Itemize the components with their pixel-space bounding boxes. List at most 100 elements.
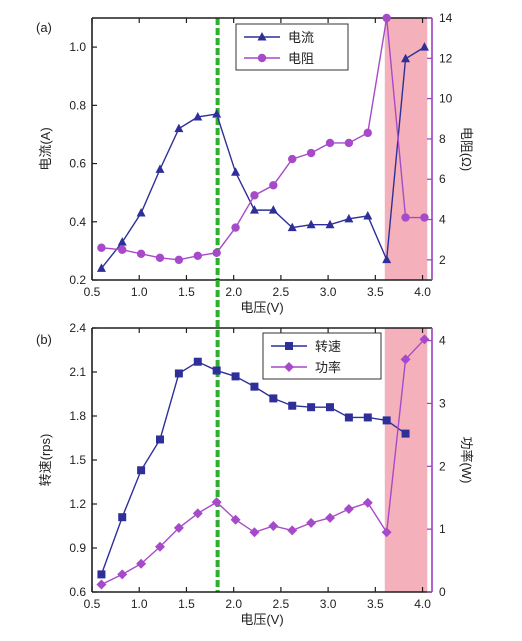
panel-b-legend-marker bbox=[284, 362, 294, 372]
panel-a-y-right-tick-label: 4 bbox=[439, 213, 446, 227]
panel-b-x-tick-label: 1.5 bbox=[178, 597, 195, 611]
panel-b-y-right-tick-label: 3 bbox=[439, 396, 446, 410]
panel-a-series-primary-point bbox=[117, 237, 127, 246]
panel-a-legend-box bbox=[235, 23, 349, 71]
panel-a-series-primary-point bbox=[306, 219, 316, 229]
panel-b-series-secondary-line bbox=[101, 338, 425, 586]
panel-a-x-tick-label: 0.5 bbox=[84, 285, 101, 299]
panel-a-y-right-tick-label: 8 bbox=[439, 132, 446, 146]
panel-a-series-primary-point bbox=[287, 222, 297, 232]
panel-b-label: (b) bbox=[36, 332, 52, 347]
panel-a-x-tick-label: 1.0 bbox=[131, 285, 148, 299]
panel-a-series-primary-point bbox=[136, 208, 146, 217]
panel-a-series-secondary-point bbox=[155, 253, 165, 263]
panel-b-highlight-region bbox=[384, 328, 428, 592]
panel-b-series-primary-point bbox=[212, 366, 221, 375]
panel-b-series-primary-point bbox=[269, 394, 278, 403]
panel-b-series-primary-point bbox=[288, 401, 297, 410]
panel-b-series-secondary-point bbox=[136, 558, 147, 569]
panel-b-x-tick-label: 0.5 bbox=[84, 597, 101, 611]
panel-a-legend-marker bbox=[257, 32, 267, 41]
panel-a-series-secondary-point bbox=[193, 251, 202, 261]
panel-b-x-tick-label: 4.0 bbox=[414, 597, 431, 611]
panel-b-series-primary-point bbox=[250, 382, 259, 391]
panel-b-series-secondary-point bbox=[381, 527, 392, 538]
panel-a-series-secondary-point bbox=[382, 13, 391, 23]
panel-b-series-secondary-point bbox=[419, 334, 430, 345]
panel-b-series-primary-point bbox=[231, 372, 240, 381]
panel-b-y-left-tick-label: 1.8 bbox=[69, 409, 86, 423]
panel-b-series-primary-point bbox=[401, 429, 410, 438]
panel-b-y-left-tick-label: 1.5 bbox=[69, 453, 86, 467]
panel-b-series-primary-point bbox=[326, 403, 334, 412]
panel-b-series-primary-point bbox=[307, 403, 316, 412]
panel-a-y-left-tick-label: 1.0 bbox=[69, 40, 86, 54]
panel-a-series-primary-point bbox=[325, 219, 335, 229]
panel-a-y-right-tick-label: 12 bbox=[439, 51, 453, 65]
panel-b-series-secondary-point bbox=[362, 497, 373, 508]
panel-b-y-right-tick-label: 1 bbox=[439, 522, 446, 536]
panel-b-y-left-tick-label: 0.9 bbox=[69, 541, 86, 555]
panel-b-x-axis-label: 电压(V) bbox=[240, 612, 283, 627]
panel-a-series-primary-point bbox=[363, 210, 373, 220]
panel-a-series-secondary-point bbox=[174, 255, 184, 265]
panel-b-x-tick-label: 3.0 bbox=[320, 597, 337, 611]
panel-a-series-secondary-point bbox=[136, 249, 146, 258]
panel-b-chart: 0.5 1.0 1.5 2.0 2.5 3.0 3.5 4.0 电压(V) 0.6 0.9 1.2 1.… bbox=[36, 280, 474, 627]
panel-a-series-secondary-point bbox=[344, 138, 354, 148]
panel-a-series-primary-point bbox=[419, 42, 429, 51]
panel-a-series-primary-point bbox=[401, 53, 411, 63]
panel-b-series-secondary-point bbox=[96, 579, 107, 590]
panel-b-series-secondary-point bbox=[173, 522, 184, 533]
panel-b-y-left-tick-label: 0.6 bbox=[69, 585, 86, 599]
panel-a-series-primary-point bbox=[344, 213, 354, 223]
panel-a-series-secondary-point bbox=[401, 213, 410, 222]
panel-b-series-primary-point bbox=[193, 357, 202, 366]
panel-b-series-primary-point bbox=[382, 416, 391, 425]
panel-a-series-primary-point bbox=[96, 263, 106, 272]
panel-a-y-right-tick-label: 2 bbox=[439, 253, 446, 267]
panel-a-series-primary-point bbox=[193, 111, 203, 121]
panel-b-series-secondary-point bbox=[268, 521, 279, 531]
panel-a-y-right-tick-label: 10 bbox=[439, 92, 453, 106]
panel-b-y-left-tick-label: 2.4 bbox=[69, 321, 86, 335]
panel-a-series-primary-point bbox=[231, 167, 241, 176]
panel-a-series-secondary-point bbox=[420, 213, 429, 222]
panel-b-series-secondary-point bbox=[287, 525, 298, 536]
panel-a-legend-marker bbox=[257, 53, 267, 63]
panel-a-y-left-tick-label: 0.4 bbox=[69, 215, 86, 229]
panel-a-series-secondary-point bbox=[250, 191, 259, 200]
panel-a-series-secondary-point bbox=[118, 245, 127, 254]
panel-b-series-secondary-point bbox=[325, 512, 335, 523]
panel-a-legend-label: 电阻 bbox=[288, 51, 314, 66]
panel-a-series-secondary-point bbox=[288, 154, 297, 164]
panel-b-y-right-tick-label: 4 bbox=[439, 334, 446, 348]
panel-b-series-secondary-point bbox=[249, 527, 260, 538]
panel-b-y-left-tick-label: 2.1 bbox=[69, 365, 86, 379]
panel-a-series-secondary-point bbox=[212, 248, 221, 257]
panel-b-series-primary-point bbox=[156, 435, 164, 444]
panel-b-y-right-tick-label: 0 bbox=[439, 585, 446, 599]
panel-a-x-tick-label: 3.0 bbox=[320, 285, 337, 299]
panel-a-x-tick-label: 2.5 bbox=[273, 285, 290, 299]
panel-a-chart: 0.5 1.0 1.5 2.0 2.5 3.0 3.5 4.0 电压(V) 0.2 0.4 0.6 0.… bbox=[36, 11, 474, 315]
panel-b-series-primary-point bbox=[174, 369, 183, 378]
panel-b-y-left-label: 转速(rps) bbox=[38, 434, 53, 487]
panel-a-y-right-label: 电阻(Ω) bbox=[459, 127, 474, 171]
panel-a-series-secondary-point bbox=[97, 243, 106, 252]
panel-b-series-secondary-point bbox=[343, 504, 354, 515]
panel-a-series-secondary-point bbox=[269, 181, 278, 190]
panel-b-x-tick-label: 1.0 bbox=[131, 597, 148, 611]
panel-a-series-primary-point bbox=[249, 205, 259, 214]
panel-a-y-right-tick-label: 6 bbox=[439, 172, 446, 186]
panel-b-y-right-label: 功率(W) bbox=[459, 437, 474, 484]
panel-b-series-primary-point bbox=[344, 413, 353, 422]
panel-b-series-secondary-point bbox=[400, 354, 411, 365]
panel-b-legend-label: 功率 bbox=[315, 360, 341, 375]
panel-a-x-tick-label: 3.5 bbox=[367, 285, 384, 299]
panel-a-series-primary-point bbox=[155, 164, 165, 173]
panel-a-series-primary-point bbox=[174, 123, 184, 133]
